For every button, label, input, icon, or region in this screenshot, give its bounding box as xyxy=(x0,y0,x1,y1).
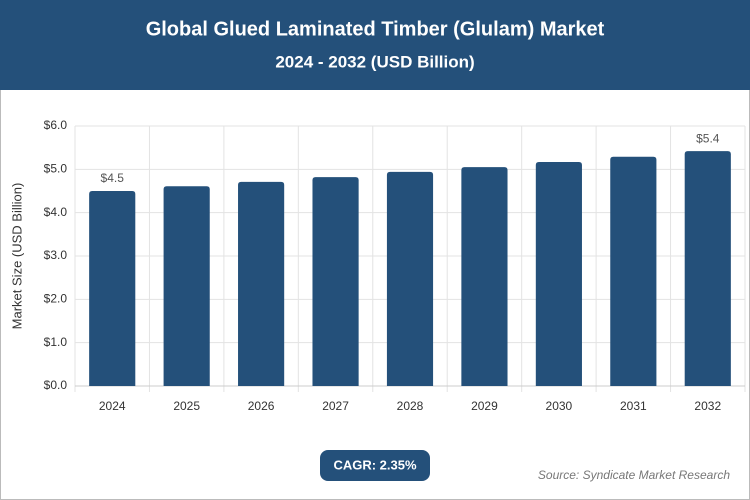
y-tick-label: $5.0 xyxy=(44,162,68,176)
x-tick-label: 2024 xyxy=(99,399,126,413)
value-label: $5.4 xyxy=(696,131,720,145)
y-tick-label: $6.0 xyxy=(44,118,68,132)
x-tick-label: 2027 xyxy=(322,399,349,413)
y-tick-label: $3.0 xyxy=(44,248,68,262)
y-tick-label: $4.0 xyxy=(44,205,68,219)
source: Source: Syndicate Market Research xyxy=(538,468,730,482)
x-tick-label: 2025 xyxy=(173,399,200,413)
cagr-badge xyxy=(320,450,430,481)
bar xyxy=(312,177,359,386)
cagr-label: CAGR: 2.35% xyxy=(333,457,417,472)
header xyxy=(0,0,750,90)
chart-subtitle: 2024 - 2032 (USD Billion) xyxy=(275,52,474,71)
value-label: $4.5 xyxy=(101,171,125,185)
bar xyxy=(238,181,285,386)
bar xyxy=(610,156,657,386)
bar xyxy=(535,161,582,386)
bar xyxy=(684,151,731,386)
x-tick-label: 2030 xyxy=(546,399,573,413)
y-tick-label: $0.0 xyxy=(44,378,68,392)
bar xyxy=(461,167,508,386)
bar xyxy=(386,171,434,386)
y-tick-label: $1.0 xyxy=(44,335,68,349)
chart-title: Global Glued Laminated Timber (Glulam) M… xyxy=(146,18,605,40)
y-axis-title: Market Size (USD Billion) xyxy=(9,183,24,330)
x-tick-label: 2028 xyxy=(397,399,424,413)
y-tick-label: $2.0 xyxy=(44,292,68,306)
x-tick-label: 2026 xyxy=(248,399,275,413)
x-tick-label: 2032 xyxy=(694,399,721,413)
x-tick-label: 2031 xyxy=(620,399,647,413)
bar xyxy=(163,186,210,386)
x-tick-label: 2029 xyxy=(471,399,498,413)
bar xyxy=(89,191,136,386)
